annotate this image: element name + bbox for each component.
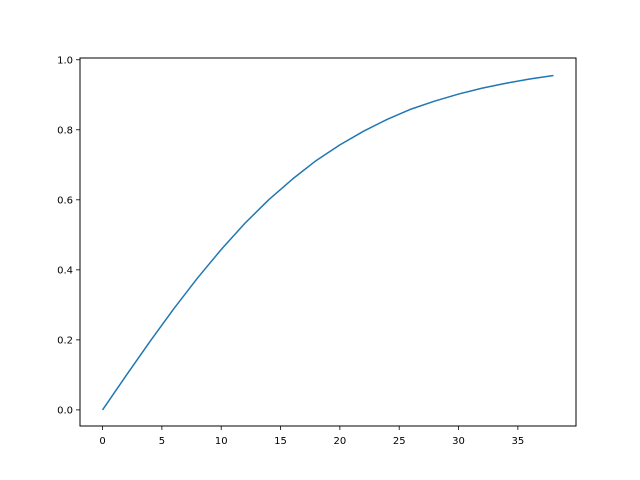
y-tick-label: 0.0 — [57, 405, 73, 416]
x-tick-label: 0 — [99, 436, 105, 447]
y-tick-label: 0.6 — [57, 195, 73, 206]
x-tick-label: 15 — [274, 436, 287, 447]
x-tick-label: 10 — [215, 436, 228, 447]
x-tick-label: 5 — [159, 436, 165, 447]
y-tick-label: 1.0 — [57, 55, 73, 66]
x-tick-label: 20 — [333, 436, 346, 447]
x-tick-label: 35 — [511, 436, 524, 447]
plot-area-frame — [79, 57, 577, 427]
y-tick-label: 0.4 — [57, 265, 73, 276]
series-line — [101, 74, 554, 411]
y-tick-label: 0.8 — [57, 125, 73, 136]
x-tick-label: 25 — [393, 436, 406, 447]
x-tick-label: 30 — [452, 436, 465, 447]
y-tick-label: 0.2 — [57, 335, 73, 346]
